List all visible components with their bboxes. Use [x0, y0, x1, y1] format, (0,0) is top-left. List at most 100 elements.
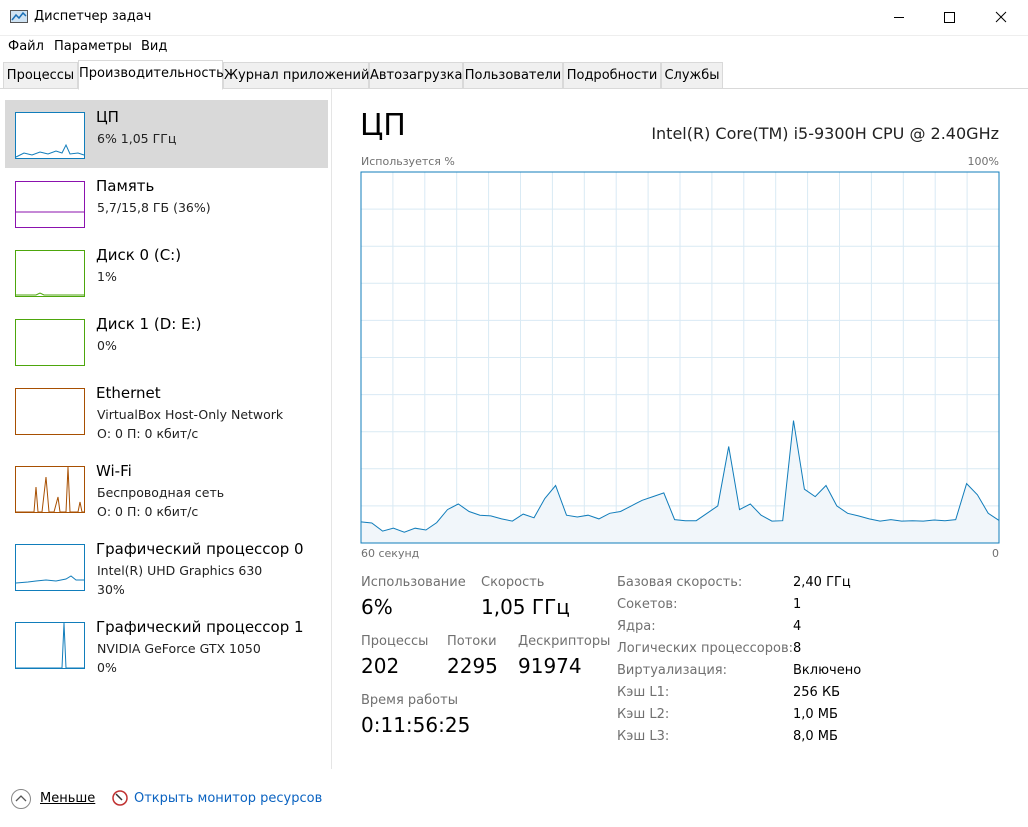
less-button[interactable]: Меньше: [40, 791, 96, 806]
thumbnail-trace: [15, 143, 85, 158]
footer: Меньше Открыть монитор ресурсов: [0, 770, 1028, 827]
thumbnail: [15, 544, 85, 591]
cpu-name: Intel(R) Core(TM) i5-9300H CPU @ 2.40GHz: [651, 124, 999, 143]
resource-monitor-link[interactable]: Открыть монитор ресурсов: [134, 791, 323, 806]
thumbnail: [15, 319, 85, 366]
cpu-usage-line: [360, 420, 1000, 533]
detail-label: Логических процессоров:: [617, 641, 794, 656]
tab[interactable]: Службы: [661, 62, 723, 89]
graph-frame: [360, 171, 1000, 544]
thumbnail-trace: [16, 466, 84, 513]
sidebar-item-detail: 5,7/15,8 ГБ (36%): [97, 200, 211, 215]
detail-value: 8: [793, 641, 802, 656]
thumbnail: [15, 622, 85, 669]
menu-bar: Файл Параметры Вид: [0, 36, 1028, 58]
main-title: ЦП: [360, 108, 406, 143]
sidebar-item-detail: VirtualBox Host-Only Network: [97, 407, 284, 422]
thumbnail-frame: [15, 388, 85, 435]
stat-value: 2295: [447, 654, 498, 678]
stat-label: Дескрипторы: [518, 634, 611, 649]
sidebar-item-name[interactable]: Wi-Fi: [96, 462, 132, 480]
sidebar-item-name[interactable]: ЦП: [96, 108, 119, 126]
stat-label: Процессы: [361, 634, 429, 649]
thumbnail: [15, 112, 85, 159]
tab[interactable]: Процессы: [3, 62, 78, 89]
stat-value: 0:11:56:25: [361, 713, 471, 737]
monitor-icon: [112, 790, 128, 806]
stat-value: 6%: [361, 595, 393, 619]
stat-label: Время работы: [361, 693, 458, 708]
stat-value: 202: [361, 654, 400, 678]
detail-value: 1,0 МБ: [793, 707, 838, 722]
stat-value: 1,05 ГГц: [481, 595, 570, 619]
sidebar-item-name[interactable]: Графический процессор 1: [96, 618, 304, 636]
sidebar: ЦП 6% 1,05 ГГц Память 5,7/15,8 ГБ (36%) Диск…: [0, 89, 332, 769]
stat-label: Использование: [361, 575, 466, 590]
graph-x-left-label: 60 секунд: [361, 547, 420, 560]
sidebar-item-detail: NVIDIA GeForce GTX 1050: [97, 641, 261, 656]
detail-label: Кэш L1:: [617, 685, 670, 700]
graph-y-max-label: 100%: [967, 155, 999, 168]
thumbnail-frame: [15, 250, 85, 297]
cpu-usage-area: [361, 420, 999, 543]
stat-value: 91974: [518, 654, 582, 678]
detail-value: 2,40 ГГц: [793, 575, 851, 590]
menu-item[interactable]: Файл: [8, 39, 44, 54]
sidebar-item-detail: 1%: [97, 269, 117, 284]
thumbnail: [15, 466, 85, 513]
thumbnail-trace: [16, 622, 84, 669]
less-icon[interactable]: [10, 788, 32, 810]
thumbnail-frame: [15, 112, 85, 159]
detail-value: 8,0 МБ: [793, 729, 838, 744]
thumbnail: [15, 388, 85, 435]
thumbnail: [15, 181, 85, 228]
menu-item[interactable]: Вид: [141, 39, 168, 54]
thumbnail-frame: [15, 181, 85, 228]
sidebar-item-detail: О: 0 П: 0 кбит/с: [97, 426, 199, 441]
thumbnail: [15, 250, 85, 297]
sidebar-item-detail: 0%: [97, 660, 117, 675]
thumbnail-frame: [15, 466, 85, 513]
graph-y-label: Используется %: [361, 155, 455, 168]
menu-item[interactable]: Параметры: [54, 39, 132, 54]
detail-label: Виртуализация:: [617, 663, 727, 678]
window-title: Диспетчер задач: [34, 9, 152, 24]
window-controls[interactable]: [880, 0, 1028, 35]
detail-label: Кэш L2:: [617, 707, 670, 722]
sidebar-item-detail: О: 0 П: 0 кбит/с: [97, 504, 199, 519]
detail-value: 4: [793, 619, 802, 634]
thumbnail-trace: [16, 292, 84, 296]
thumbnail-frame: [15, 319, 85, 366]
title-bar: Диспетчер задач: [0, 0, 1028, 36]
detail-label: Кэш L3:: [617, 729, 670, 744]
detail-label: Базовая скорость:: [617, 575, 743, 590]
sidebar-item-detail: 0%: [97, 338, 117, 353]
thumbnail-frame: [15, 544, 85, 591]
sidebar-item-name[interactable]: Графический процессор 0: [96, 540, 304, 558]
sidebar-item-name[interactable]: Диск 0 (C:): [96, 246, 182, 264]
tab[interactable]: Производительность: [78, 60, 224, 90]
thumbnail-trace: [15, 575, 84, 584]
stat-label: Потоки: [447, 634, 497, 649]
sidebar-item-name[interactable]: Диск 1 (D: E:): [96, 315, 202, 333]
detail-label: Сокетов:: [617, 597, 678, 612]
tab[interactable]: Автозагрузка: [369, 62, 463, 89]
detail-value: 256 КБ: [793, 685, 841, 700]
sidebar-item-name[interactable]: Память: [96, 177, 155, 195]
cpu-graph: [360, 171, 1000, 544]
tab-bar: Процессы Производительность Журнал приложе…: [0, 60, 1028, 90]
app-icon: [10, 10, 28, 23]
tab[interactable]: Подробности: [563, 62, 661, 89]
detail-value: Включено: [793, 663, 862, 678]
tab[interactable]: Журнал приложений: [223, 62, 369, 89]
thumbnail-frame: [15, 622, 85, 669]
sidebar-item-detail: 6% 1,05 ГГц: [97, 131, 177, 146]
detail-label: Ядра:: [617, 619, 656, 634]
graph-x-right-label: 0: [992, 547, 999, 560]
sidebar-item-detail: 30%: [97, 582, 125, 597]
stat-label: Скорость: [481, 575, 545, 590]
sidebar-item-name[interactable]: Ethernet: [96, 384, 161, 402]
tab[interactable]: Пользователи: [463, 62, 563, 89]
sidebar-item-detail: Intel(R) UHD Graphics 630: [97, 563, 263, 578]
